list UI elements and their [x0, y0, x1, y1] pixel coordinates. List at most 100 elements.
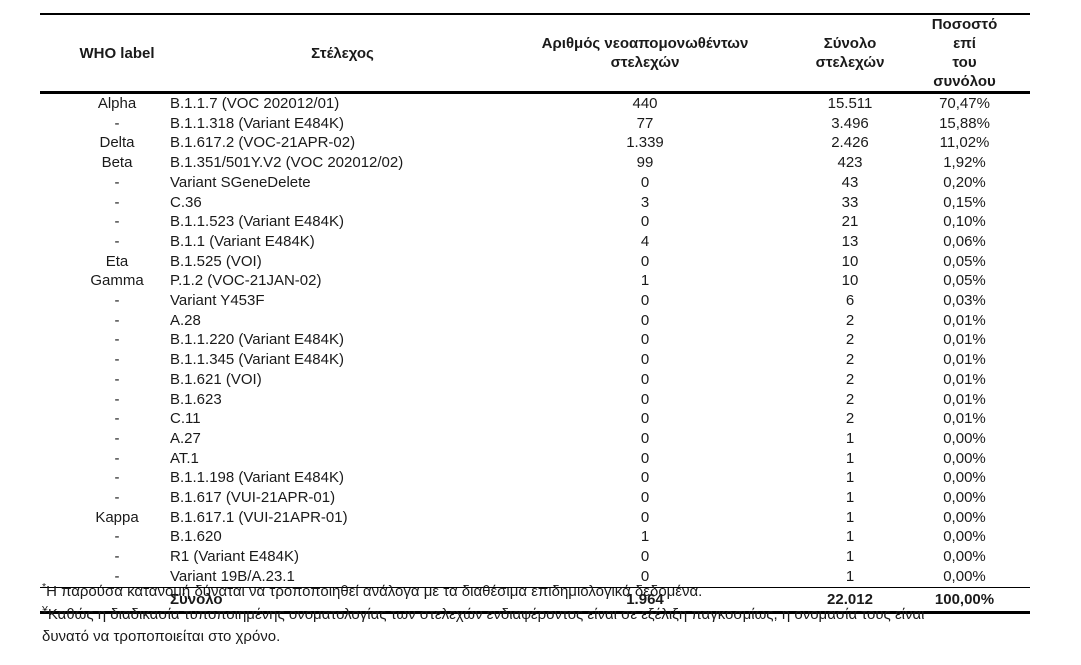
column-header-who-label: WHO label [40, 13, 170, 94]
strain-cell: A.27 [170, 429, 201, 447]
new-isolates-cell: 0 [640, 548, 650, 566]
percent-cell: 0,01% [943, 410, 986, 428]
new-isolates-cell: 4 [640, 232, 650, 250]
total-strains-cell: 33 [841, 193, 859, 211]
total-strains-cell: 423 [837, 154, 863, 172]
new-isolates-cell: 0 [640, 449, 650, 467]
footnote: *Η παρούσα κατανομή δύναται να τροποποιη… [42, 581, 1032, 604]
table-row: - B.1.1.220 (Variant E484K) 0 2 0,01% [40, 330, 1030, 350]
who-label-cell: - [114, 548, 120, 566]
strain-cell: B.1.617 (VUI-21APR-01) [170, 489, 336, 507]
total-new-isolates-cell: 1.964 [515, 586, 775, 614]
new-isolates-cell: 77 [636, 114, 654, 132]
strain-cell: AT.1 [170, 449, 199, 467]
footnote-marker: * [42, 581, 47, 593]
table-row: - B.1.1.198 (Variant E484K) 0 1 0,00% [40, 468, 1030, 488]
total-strains-cell: 6 [845, 292, 855, 310]
total-strains-cell: 15.511 [827, 95, 873, 112]
percent-cell: 0,00% [943, 449, 986, 467]
strain-cell: Variant SGeneDelete [170, 173, 311, 191]
footnote-text: Η παρούσα κατανομή δύναται να τροποποιηθ… [46, 583, 703, 600]
strain-cell: A.28 [170, 311, 201, 329]
new-isolates-cell: 0 [640, 370, 650, 388]
table-row: Kappa B.1.617.1 (VUI-21APR-01) 0 1 0,00% [40, 508, 1030, 528]
total-strains-cell: 1 [845, 508, 855, 526]
new-isolates-cell: 0 [640, 390, 650, 408]
percent-cell: 15,88% [939, 114, 990, 132]
new-isolates-cell: 3 [640, 193, 650, 211]
strain-cell: B.1.1.523 (Variant E484K) [170, 213, 344, 231]
new-isolates-cell: 0 [640, 567, 650, 585]
header-row: WHO label Στέλεχος Αριθμός νεοαπομονωθέν… [40, 13, 1030, 94]
table-row: - B.1.617 (VUI-21APR-01) 0 1 0,00% [40, 488, 1030, 508]
total-strains-cell: 21 [841, 213, 859, 231]
percent-cell: 0,05% [943, 272, 986, 290]
total-strains-cell: 2.426 [831, 134, 869, 152]
who-label-cell: - [114, 449, 120, 467]
who-label-cell: - [114, 469, 120, 487]
table-header: WHO label Στέλεχος Αριθμός νεοαπομονωθέν… [40, 13, 1030, 94]
total-strains-cell: 2 [845, 410, 855, 428]
table-row: - Variant SGeneDelete 0 43 0,20% [40, 173, 1030, 193]
percent-cell: 11,02% [939, 134, 990, 152]
strain-cell: B.1.1 (Variant E484K) [170, 232, 315, 250]
who-label-cell: Gamma [90, 272, 144, 290]
footnotes: *Η παρούσα κατανομή δύναται να τροποποιη… [42, 581, 1032, 649]
new-isolates-cell: 1 [640, 272, 650, 290]
strain-cell: Variant Y453F [170, 292, 265, 310]
variants-table: WHO label Στέλεχος Αριθμός νεοαπομονωθέν… [40, 13, 1030, 614]
strain-cell: B.1.351/501Y.V2 (VOC 202012/02) [170, 154, 404, 172]
strain-cell: R1 (Variant E484K) [170, 548, 299, 566]
total-strains-cell: 3.496 [831, 114, 869, 132]
new-isolates-cell: 0 [640, 351, 650, 369]
table-row: - B.1.1.345 (Variant E484K) 0 2 0,01% [40, 350, 1030, 370]
total-strains-cell: 10 [841, 272, 859, 290]
table-row: - B.1.623 0 2 0,01% [40, 390, 1030, 410]
percent-cell: 0,05% [943, 252, 986, 270]
strain-cell: B.1.1.345 (Variant E484K) [170, 351, 344, 369]
table-row: Delta B.1.617.2 (VOC-21APR-02) 1.339 2.4… [40, 133, 1030, 153]
new-isolates-cell: 0 [640, 252, 650, 270]
percent-cell: 0,00% [943, 489, 986, 507]
table-row: - R1 (Variant E484K) 0 1 0,00% [40, 547, 1030, 567]
who-label-cell: - [114, 232, 120, 250]
percent-cell: 0,20% [943, 173, 986, 191]
who-label-cell: Kappa [95, 508, 139, 526]
total-strains-cell: 1 [845, 548, 855, 566]
strain-cell: B.1.1.220 (Variant E484K) [170, 331, 344, 349]
strain-cell: B.1.1.198 (Variant E484K) [170, 469, 344, 487]
total-strains-cell: 2 [845, 311, 855, 329]
total-strains-cell: 1 [845, 567, 855, 585]
strain-cell: B.1.620 [170, 528, 222, 546]
percent-cell: 0,00% [943, 429, 986, 447]
table-row: - AT.1 0 1 0,00% [40, 449, 1030, 469]
table-row: Beta B.1.351/501Y.V2 (VOC 202012/02) 99 … [40, 153, 1030, 173]
percent-cell: 0,15% [943, 193, 986, 211]
table-body: Alpha B.1.1.7 (VOC 202012/01) 440 15.511… [40, 93, 1030, 588]
total-who-label-cell [40, 586, 170, 614]
total-strains-cell: 2 [845, 351, 855, 369]
percent-cell: 1,92% [943, 154, 986, 172]
column-header-percent: Ποσοστό επί του συνόλου [925, 13, 1030, 94]
variants-table-container: WHO label Στέλεχος Αριθμός νεοαπομονωθέν… [40, 13, 1030, 614]
percent-cell: 0,00% [943, 528, 986, 546]
new-isolates-cell: 0 [640, 469, 650, 487]
who-label-cell: Delta [99, 134, 135, 152]
strain-cell: B.1.617.1 (VUI-21APR-01) [170, 508, 348, 526]
new-isolates-cell: 1.339 [626, 134, 664, 152]
strain-cell: P.1.2 (VOC-21JAN-02) [170, 272, 322, 290]
total-strains-cell: 1 [845, 429, 855, 447]
percent-cell: 0,01% [943, 390, 986, 408]
footnote: ¥Καθώς η διαδικασία τυποποιημένης ονοματ… [42, 604, 1032, 649]
strain-cell: B.1.1.318 (Variant E484K) [170, 114, 344, 132]
column-header-total-strains: Σύνολο στελεχών [775, 13, 925, 94]
total-strains-cell: 1 [845, 489, 855, 507]
percent-cell: 0,00% [943, 469, 986, 487]
percent-cell: 0,00% [943, 548, 986, 566]
who-label-cell: - [114, 311, 120, 329]
total-strains-cell: 2 [845, 331, 855, 349]
percent-cell: 0,01% [943, 351, 986, 369]
strain-cell: B.1.617.2 (VOC-21APR-02) [170, 134, 356, 152]
new-isolates-cell: 0 [640, 410, 650, 428]
total-label-cell: Σύνολο [170, 586, 515, 614]
